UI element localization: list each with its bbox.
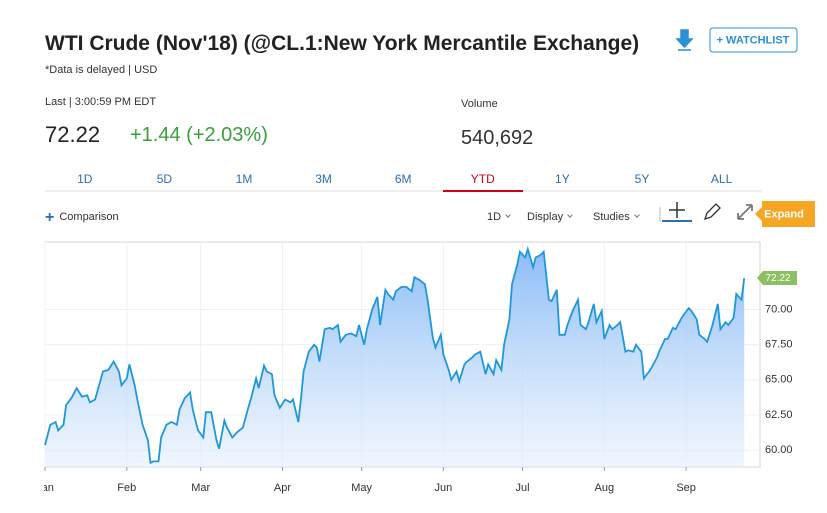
y-tick-label: 67.50 bbox=[765, 339, 793, 351]
comparison[interactable]: + Comparison bbox=[45, 209, 119, 226]
range-tab[interactable]: 5D bbox=[156, 172, 173, 186]
volume: 540,692 bbox=[461, 127, 534, 149]
range-tab[interactable]: 3M bbox=[315, 172, 332, 186]
range-tab[interactable]: 1D bbox=[77, 172, 93, 186]
last-price-badge bbox=[757, 271, 797, 285]
y-tick-label: 60.00 bbox=[765, 444, 793, 456]
download-icon[interactable] bbox=[675, 29, 694, 51]
area bbox=[45, 249, 745, 467]
x-tick-label: Jan bbox=[36, 482, 54, 494]
expand-button[interactable] bbox=[755, 201, 815, 227]
expand-label[interactable]: Expand bbox=[764, 208, 804, 220]
display-select[interactable]: Display bbox=[527, 211, 572, 223]
y-tick-label: 62.50 bbox=[765, 409, 793, 421]
studies-select[interactable]: Studies bbox=[593, 211, 639, 223]
price-line bbox=[44, 245, 746, 465]
x-tick-label: Jun bbox=[435, 482, 453, 494]
range-tab[interactable]: ALL bbox=[710, 172, 733, 186]
range-tab[interactable]: 1M bbox=[235, 172, 253, 186]
watchlist-button[interactable] bbox=[709, 27, 798, 53]
y-tick-label: 65.00 bbox=[765, 374, 793, 386]
range-tab[interactable]: 1Y bbox=[555, 172, 570, 186]
range-tab[interactable]: 6M bbox=[394, 172, 412, 186]
y-tick-label: 70.00 bbox=[765, 303, 793, 315]
x-tick-label: May bbox=[351, 482, 372, 494]
interval-select[interactable]: 1D bbox=[487, 211, 510, 223]
price-change: +1.44 (+2.03%) bbox=[130, 124, 268, 146]
range-tab[interactable]: 5Y bbox=[634, 172, 650, 186]
x-axis: Jan Feb Mar Apr May Jun Jul Aug Sep bbox=[36, 482, 696, 494]
last-price-label: 72.22 bbox=[765, 273, 790, 284]
price: 72.22 bbox=[45, 122, 101, 147]
range-tab[interactable]: YTD bbox=[443, 172, 523, 192]
x-tick-label: Mar bbox=[191, 482, 210, 494]
x-tick-label: Feb bbox=[117, 482, 136, 494]
x-tick-label: Aug bbox=[595, 482, 615, 494]
comparison-label[interactable]: Comparison bbox=[59, 211, 119, 223]
volume-label: Volume bbox=[461, 98, 498, 110]
x-tick-label: Sep bbox=[676, 482, 696, 494]
toolbar-icons bbox=[45, 27, 815, 227]
watchlist-label[interactable]: + WATCHLIST bbox=[717, 34, 790, 46]
x-tick-label: Apr bbox=[274, 482, 291, 494]
title: WTI Crude (Nov'18) (@CL.1:New York Merca… bbox=[45, 32, 640, 55]
x-tick-label: Jul bbox=[516, 482, 530, 494]
draw-icon[interactable] bbox=[703, 203, 721, 221]
expand-icon[interactable] bbox=[737, 204, 753, 220]
subtitle: *Data is delayed | USD bbox=[45, 64, 158, 76]
last-time: Last | 3:00:59 PM EDT bbox=[45, 96, 157, 108]
